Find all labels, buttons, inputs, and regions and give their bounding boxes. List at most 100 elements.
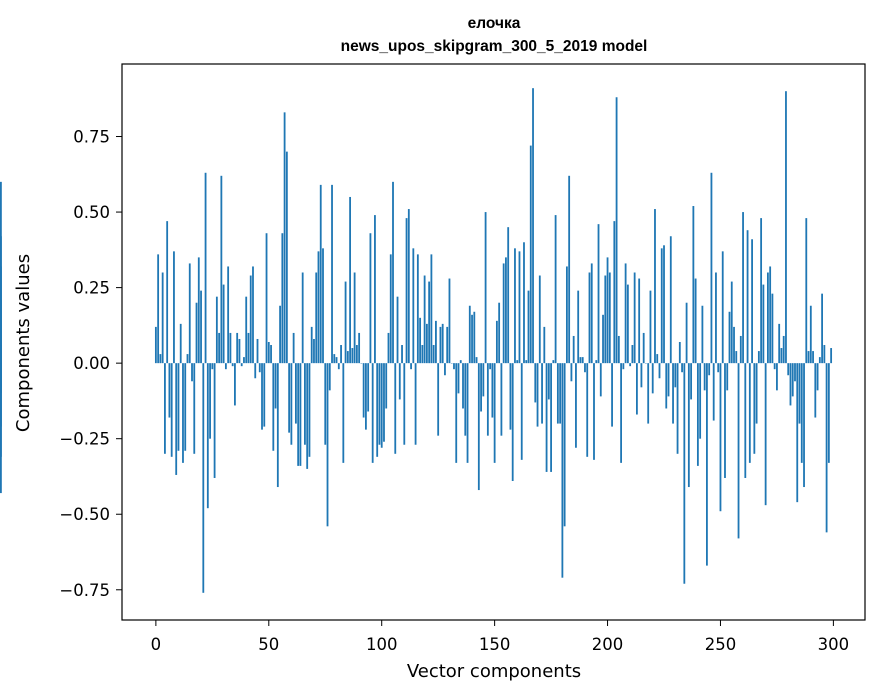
bar-component-42 bbox=[249, 275, 252, 364]
bar-component-190 bbox=[584, 363, 586, 373]
bar-component-280 bbox=[787, 363, 790, 376]
bar-component-53 bbox=[274, 363, 277, 409]
bar-component-40 bbox=[245, 296, 248, 364]
bar-component-218 bbox=[647, 363, 650, 424]
bar-component-235 bbox=[685, 302, 688, 364]
bar-component-208 bbox=[624, 263, 627, 364]
chart-title-line1: елочка bbox=[468, 15, 521, 32]
bar-component-17 bbox=[193, 363, 196, 454]
bar-component-94 bbox=[367, 363, 370, 412]
bar-component-73 bbox=[319, 184, 322, 364]
bar-component-271 bbox=[766, 272, 769, 364]
bar-component-69 bbox=[310, 326, 313, 364]
bar-component-227 bbox=[667, 363, 670, 397]
bar-component-103 bbox=[387, 332, 390, 364]
bar-component-243 bbox=[703, 363, 706, 391]
bar-component-240 bbox=[696, 363, 699, 466]
x-tick-label: 50 bbox=[258, 635, 279, 654]
bar-component-242 bbox=[701, 305, 704, 364]
bar-component-154 bbox=[502, 263, 505, 364]
bar-component-167 bbox=[532, 88, 534, 364]
bar-component-225 bbox=[663, 245, 665, 364]
bar-component-56 bbox=[281, 233, 284, 364]
bar-component-72 bbox=[317, 251, 320, 364]
bar-component-150 bbox=[493, 363, 496, 463]
bar-component-170 bbox=[538, 275, 541, 364]
bar-component-102 bbox=[385, 363, 388, 409]
bar-component-249 bbox=[717, 363, 720, 373]
bar-component-223 bbox=[658, 363, 661, 379]
bar-component-270 bbox=[764, 363, 767, 506]
bar-component-295 bbox=[821, 293, 823, 364]
bar-component-130 bbox=[448, 278, 451, 364]
bar-component-95 bbox=[369, 233, 372, 364]
bar-component-undefined bbox=[0, 345, 2, 364]
bar-component-268 bbox=[760, 218, 763, 364]
bar-component-255 bbox=[730, 281, 733, 364]
bar-component-26 bbox=[213, 363, 216, 478]
bar-component-88 bbox=[353, 272, 356, 364]
bar-component-44 bbox=[254, 363, 257, 379]
bar-component-24 bbox=[209, 363, 211, 439]
y-axis-label: Components values bbox=[13, 254, 34, 432]
bar-component-82 bbox=[340, 345, 342, 364]
bar-component-16 bbox=[191, 363, 193, 382]
bar-component-128 bbox=[444, 363, 446, 376]
bar-component-10 bbox=[177, 363, 180, 451]
bar-component-277 bbox=[780, 348, 783, 364]
bar-component-250 bbox=[719, 363, 722, 512]
bar-component-248 bbox=[715, 272, 717, 364]
bar-component-126 bbox=[439, 326, 442, 364]
bar-component-247 bbox=[712, 363, 715, 421]
bar-component-215 bbox=[640, 363, 643, 388]
bar-component-22 bbox=[204, 172, 207, 364]
bar-component-83 bbox=[342, 363, 345, 463]
bar-component-261 bbox=[744, 363, 747, 478]
bar-component-177 bbox=[554, 215, 557, 364]
bar-component-84 bbox=[344, 281, 347, 364]
bar-component-267 bbox=[757, 351, 760, 364]
bar-component-182 bbox=[565, 266, 568, 364]
bar-component-174 bbox=[547, 363, 550, 400]
bar-component-204 bbox=[615, 97, 618, 364]
bar-component-98 bbox=[376, 363, 379, 457]
bar-component-45 bbox=[256, 338, 259, 364]
bar-component-52 bbox=[272, 363, 275, 451]
bar-component-264 bbox=[751, 239, 753, 364]
bar-component-265 bbox=[753, 363, 756, 454]
bar-component-67 bbox=[306, 363, 309, 469]
bar-component-192 bbox=[588, 272, 591, 364]
bar-component-166 bbox=[529, 145, 532, 364]
bar-component-191 bbox=[586, 363, 589, 457]
bar-component-142 bbox=[475, 357, 478, 364]
bar-component-13 bbox=[184, 363, 187, 451]
bar-component-286 bbox=[800, 363, 803, 463]
bar-component-18 bbox=[195, 302, 198, 364]
bar-component-76 bbox=[326, 363, 329, 527]
bar-component-293 bbox=[816, 363, 819, 391]
bar-component-148 bbox=[489, 363, 492, 370]
bar-component-117 bbox=[419, 317, 422, 364]
bar-component-164 bbox=[525, 360, 528, 364]
y-tick-label: −0.75 bbox=[59, 581, 110, 600]
bar-component-273 bbox=[771, 293, 774, 364]
bar-component-50 bbox=[267, 342, 270, 364]
bar-component-101 bbox=[383, 363, 385, 442]
bar-component-186 bbox=[575, 363, 577, 448]
bar-component-169 bbox=[536, 363, 539, 427]
bar-component-276 bbox=[778, 323, 781, 364]
bar-component-141 bbox=[473, 311, 476, 364]
bar-component-116 bbox=[416, 254, 419, 364]
bar-component-219 bbox=[649, 290, 652, 364]
bar-component-222 bbox=[656, 354, 659, 364]
bar-component-176 bbox=[552, 360, 555, 364]
bar-component-86 bbox=[349, 196, 351, 364]
bar-component-25 bbox=[211, 363, 214, 370]
bar-component-96 bbox=[371, 363, 374, 463]
x-tick-label: 200 bbox=[592, 635, 624, 654]
bar-component-180 bbox=[561, 363, 564, 578]
bar-component-181 bbox=[563, 363, 566, 527]
bar-component-4 bbox=[164, 363, 166, 454]
bar-component-129 bbox=[446, 326, 449, 364]
bar-component-43 bbox=[252, 266, 254, 364]
